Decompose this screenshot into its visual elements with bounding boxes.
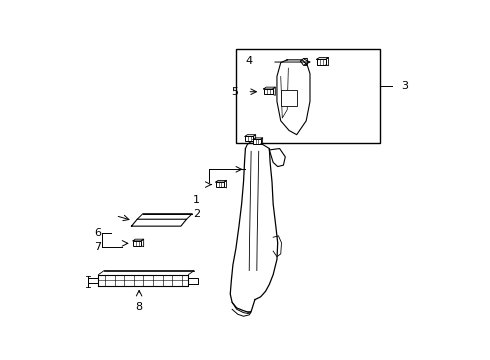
Text: 6: 6: [94, 228, 101, 238]
Bar: [253, 139, 261, 144]
Polygon shape: [131, 219, 187, 226]
Bar: [264, 89, 273, 94]
Text: 4: 4: [246, 56, 253, 66]
Text: 8: 8: [136, 302, 143, 312]
Bar: [245, 136, 253, 141]
Bar: [236, 49, 380, 143]
Text: 1: 1: [193, 195, 200, 205]
Text: 5: 5: [231, 87, 238, 97]
Bar: [216, 182, 224, 187]
Bar: [281, 90, 297, 105]
Bar: [317, 59, 326, 65]
Polygon shape: [98, 275, 189, 286]
Bar: [133, 241, 142, 246]
Text: 2: 2: [193, 209, 200, 219]
Text: 3: 3: [401, 81, 408, 91]
Text: 7: 7: [94, 242, 101, 252]
